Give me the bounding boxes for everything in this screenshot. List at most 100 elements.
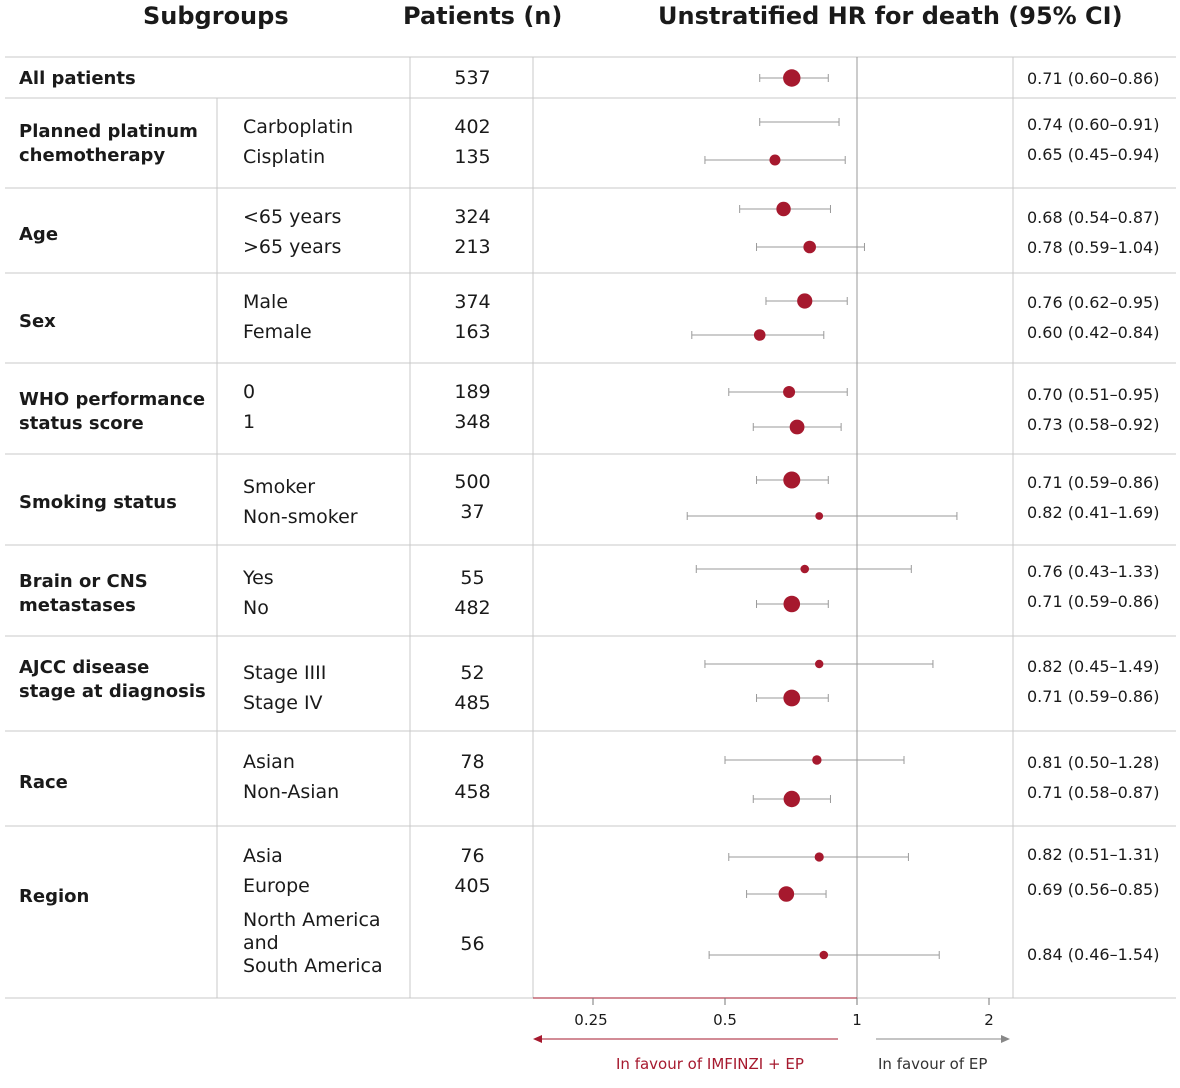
hr-point xyxy=(800,564,810,574)
patient-count: 163 xyxy=(454,321,491,343)
patient-count: 213 xyxy=(454,236,491,258)
subgroup-label: Europe xyxy=(243,875,310,897)
hr-ci-value: 0.76 (0.43–1.33) xyxy=(1027,562,1160,581)
hr-ci-value: 0.71 (0.60–0.86) xyxy=(1027,69,1160,88)
hr-point xyxy=(789,419,805,435)
subgroup-label: >65 years xyxy=(243,236,342,258)
hr-point xyxy=(783,689,801,707)
subgroup-category-label: All patients xyxy=(19,68,136,89)
favour-imfinzi-label: In favour of IMFINZI + EP xyxy=(616,1055,804,1073)
subgroup-label: 1 xyxy=(243,411,256,433)
subgroup-label: Non-Asian xyxy=(243,781,340,803)
patient-count: 402 xyxy=(454,116,491,138)
patient-count: 56 xyxy=(460,933,485,955)
patient-count: 458 xyxy=(454,781,491,803)
hr-point xyxy=(819,950,829,960)
hr-point xyxy=(812,755,822,765)
subgroup-category-label: Age xyxy=(19,224,59,245)
patient-count: 374 xyxy=(454,291,491,313)
subgroup-category-label: Sex xyxy=(19,311,56,332)
patient-count: 485 xyxy=(454,692,491,714)
subgroup-label: Asian xyxy=(243,751,295,773)
hr-ci-value: 0.82 (0.41–1.69) xyxy=(1027,503,1160,522)
subgroup-category-label: Planned platinum chemotherapy xyxy=(19,121,198,166)
subgroup-category-label: Region xyxy=(19,886,90,907)
hr-ci-value: 0.76 (0.62–0.95) xyxy=(1027,293,1160,312)
hr-point xyxy=(778,886,795,902)
header-subgroups: Subgroups xyxy=(143,2,289,30)
hr-point xyxy=(797,293,813,309)
hr-ci-value: 0.70 (0.51–0.95) xyxy=(1027,385,1160,404)
patient-count: 55 xyxy=(460,567,485,589)
subgroup-category-label: WHO performance status score xyxy=(19,389,206,434)
hr-point xyxy=(814,852,824,862)
hr-ci-value: 0.65 (0.45–0.94) xyxy=(1027,145,1160,164)
hr-ci-value: 0.68 (0.54–0.87) xyxy=(1027,208,1160,227)
patient-count: 500 xyxy=(454,471,491,493)
hr-ci-value: 0.73 (0.58–0.92) xyxy=(1027,415,1160,434)
hr-point xyxy=(776,201,791,217)
subgroup-label: No xyxy=(243,597,269,619)
hr-point xyxy=(803,240,816,254)
patient-count: 37 xyxy=(460,501,485,523)
hr-ci-value: 0.60 (0.42–0.84) xyxy=(1027,323,1160,342)
subgroup-category-label: Brain or CNS metastases xyxy=(19,571,148,616)
subgroup-label: Stage IIII xyxy=(243,662,327,684)
hr-ci-value: 0.71 (0.58–0.87) xyxy=(1027,783,1160,802)
hr-ci-value: 0.82 (0.45–1.49) xyxy=(1027,657,1160,676)
subgroup-label: Cisplatin xyxy=(243,146,326,168)
patient-count: 537 xyxy=(454,67,491,89)
hr-ci-value: 0.74 (0.60–0.91) xyxy=(1027,115,1160,134)
subgroup-label: Smoker xyxy=(243,476,316,498)
patient-count: 348 xyxy=(454,411,491,433)
header-patients: Patients (n) xyxy=(403,2,563,30)
hr-point xyxy=(783,386,796,398)
favour-ep-label: In favour of EP xyxy=(878,1055,988,1073)
subgroup-label: Male xyxy=(243,291,289,313)
patient-count: 482 xyxy=(454,597,491,619)
patient-count: 189 xyxy=(454,381,491,403)
x-tick-label: 1 xyxy=(852,1011,862,1029)
hr-point xyxy=(783,790,800,808)
patient-count: 78 xyxy=(460,751,485,773)
x-tick-label: 0.5 xyxy=(713,1011,737,1029)
hr-point xyxy=(783,595,801,613)
hr-ci-value: 0.82 (0.51–1.31) xyxy=(1027,845,1160,864)
hr-point xyxy=(815,659,824,669)
hr-ci-value: 0.84 (0.46–1.54) xyxy=(1027,945,1160,964)
subgroup-label: Asia xyxy=(243,845,283,867)
subgroup-label: Non-smoker xyxy=(243,506,358,528)
hr-point xyxy=(753,329,766,341)
subgroup-label: Yes xyxy=(243,567,274,589)
hr-point xyxy=(769,154,781,166)
hr-point xyxy=(783,471,801,489)
patient-count: 135 xyxy=(454,146,491,168)
patient-count: 52 xyxy=(460,662,485,684)
hr-ci-value: 0.71 (0.59–0.86) xyxy=(1027,592,1160,611)
subgroup-label: Carboplatin xyxy=(243,116,354,138)
x-tick-label: 2 xyxy=(984,1011,994,1029)
x-tick-label: 0.25 xyxy=(574,1011,608,1029)
subgroup-category-label: AJCC disease stage at diagnosis xyxy=(19,657,206,702)
patient-count: 76 xyxy=(460,845,485,867)
subgroup-label: Stage IV xyxy=(243,692,323,714)
subgroup-category-label: Smoking status xyxy=(19,492,177,513)
subgroup-category-label: Race xyxy=(19,772,68,793)
subgroup-label: Female xyxy=(243,321,312,343)
patient-count: 324 xyxy=(454,206,491,228)
subgroup-label: 0 xyxy=(243,381,256,403)
subgroup-label: North America and South America xyxy=(243,909,383,977)
favour-right-arrowhead xyxy=(1001,1035,1010,1043)
favour-left-arrowhead xyxy=(533,1035,542,1043)
hr-ci-value: 0.71 (0.59–0.86) xyxy=(1027,687,1160,706)
hr-ci-value: 0.71 (0.59–0.86) xyxy=(1027,473,1160,492)
hr-ci-value: 0.69 (0.56–0.85) xyxy=(1027,880,1160,899)
hr-point xyxy=(815,512,824,520)
hr-ci-value: 0.78 (0.59–1.04) xyxy=(1027,238,1160,257)
hr-point xyxy=(783,69,801,87)
header-hr: Unstratified HR for death (95% CI) xyxy=(658,2,1123,30)
subgroup-label: <65 years xyxy=(243,206,342,228)
